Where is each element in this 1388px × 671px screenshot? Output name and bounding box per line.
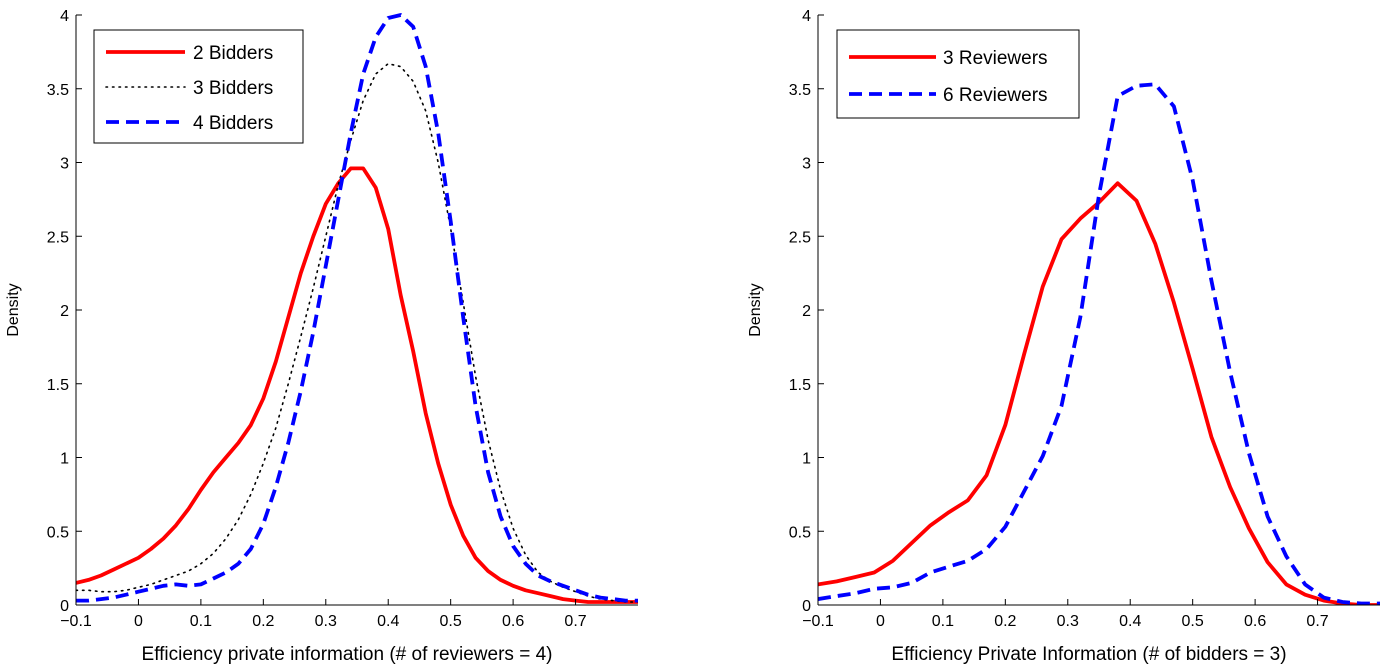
x-axis-label: Efficiency Private Information (# of bid… [891, 644, 1286, 665]
x-tick-label: 0.6 [502, 613, 524, 630]
series-line-2-bidders [76, 166, 638, 604]
y-tick-label: 0 [802, 598, 811, 615]
y-axis-label: Density [747, 283, 764, 336]
y-tick-label: 2.5 [789, 229, 811, 246]
series-line-3-reviewers [818, 181, 1380, 605]
x-tick-label: 0.1 [190, 613, 212, 630]
legend-label: 2 Bidders [193, 43, 273, 64]
y-tick-label: 1 [802, 451, 811, 468]
chart-panel-2: −0.1 0 0.1 0.2 0.3 0.4 0.5 0.6 0.700.511.522.533… [747, 8, 1380, 665]
x-tick-label: 0 [134, 613, 143, 630]
y-tick-label: 1 [60, 451, 69, 468]
x-tick-label: 0.3 [1057, 613, 1079, 630]
x-tick-label: 0.7 [1306, 613, 1328, 630]
x-tick-label: 0.4 [1119, 613, 1141, 630]
y-axis-label: Density [5, 283, 22, 336]
legend-box [93, 29, 304, 144]
y-tick-label: 0.5 [789, 524, 811, 541]
series-line-3-bidders [76, 62, 638, 603]
x-tick-label: 0 [876, 613, 885, 630]
y-tick-label: 4 [802, 8, 811, 25]
y-tick-label: 4 [60, 8, 69, 25]
legend: 3 Reviewers 6 Reviewers [836, 29, 1080, 119]
series-line-6-reviewers [818, 82, 1380, 605]
y-tick-label: 0.5 [47, 524, 69, 541]
legend-label: 3 Bidders [193, 78, 273, 99]
x-tick-label: 0.6 [1244, 613, 1266, 630]
x-tick-label: 0.5 [440, 613, 462, 630]
x-tick-label: −0.1 [60, 613, 92, 630]
x-tick-label: 0.3 [315, 613, 337, 630]
y-tick-label: 1.5 [47, 377, 69, 394]
series-line-4-bidders [76, 13, 638, 603]
y-tick-label: 2.5 [47, 229, 69, 246]
x-axis-label: Efficiency private information (# of rev… [142, 644, 553, 665]
legend-label: 3 Reviewers [943, 48, 1048, 69]
y-tick-label: 1.5 [789, 377, 811, 394]
legend-box [836, 29, 1080, 119]
x-tick-label: 0.2 [994, 613, 1016, 630]
x-tick-label: −0.1 [802, 613, 834, 630]
x-tick-label: 0.5 [1182, 613, 1204, 630]
x-tick-label: 0.2 [252, 613, 274, 630]
x-tick-label: 0.7 [564, 613, 586, 630]
y-tick-label: 3.5 [47, 82, 69, 99]
y-tick-label: 2 [60, 303, 69, 320]
y-tick-label: 3.5 [789, 82, 811, 99]
legend-label: 4 Bidders [193, 113, 273, 134]
y-tick-label: 3 [802, 156, 811, 173]
y-tick-label: 2 [802, 303, 811, 320]
legend-label: 6 Reviewers [943, 85, 1048, 106]
chart-panel-1: −0.1 0 0.1 0.2 0.3 0.4 0.5 0.6 0.700.511.522.533… [5, 8, 638, 665]
legend: 2 Bidders 3 Bidders 4 Bidders [93, 29, 304, 144]
x-tick-label: 0.4 [377, 613, 399, 630]
x-tick-label: 0.1 [932, 613, 954, 630]
y-tick-label: 3 [60, 156, 69, 173]
y-tick-label: 0 [60, 598, 69, 615]
